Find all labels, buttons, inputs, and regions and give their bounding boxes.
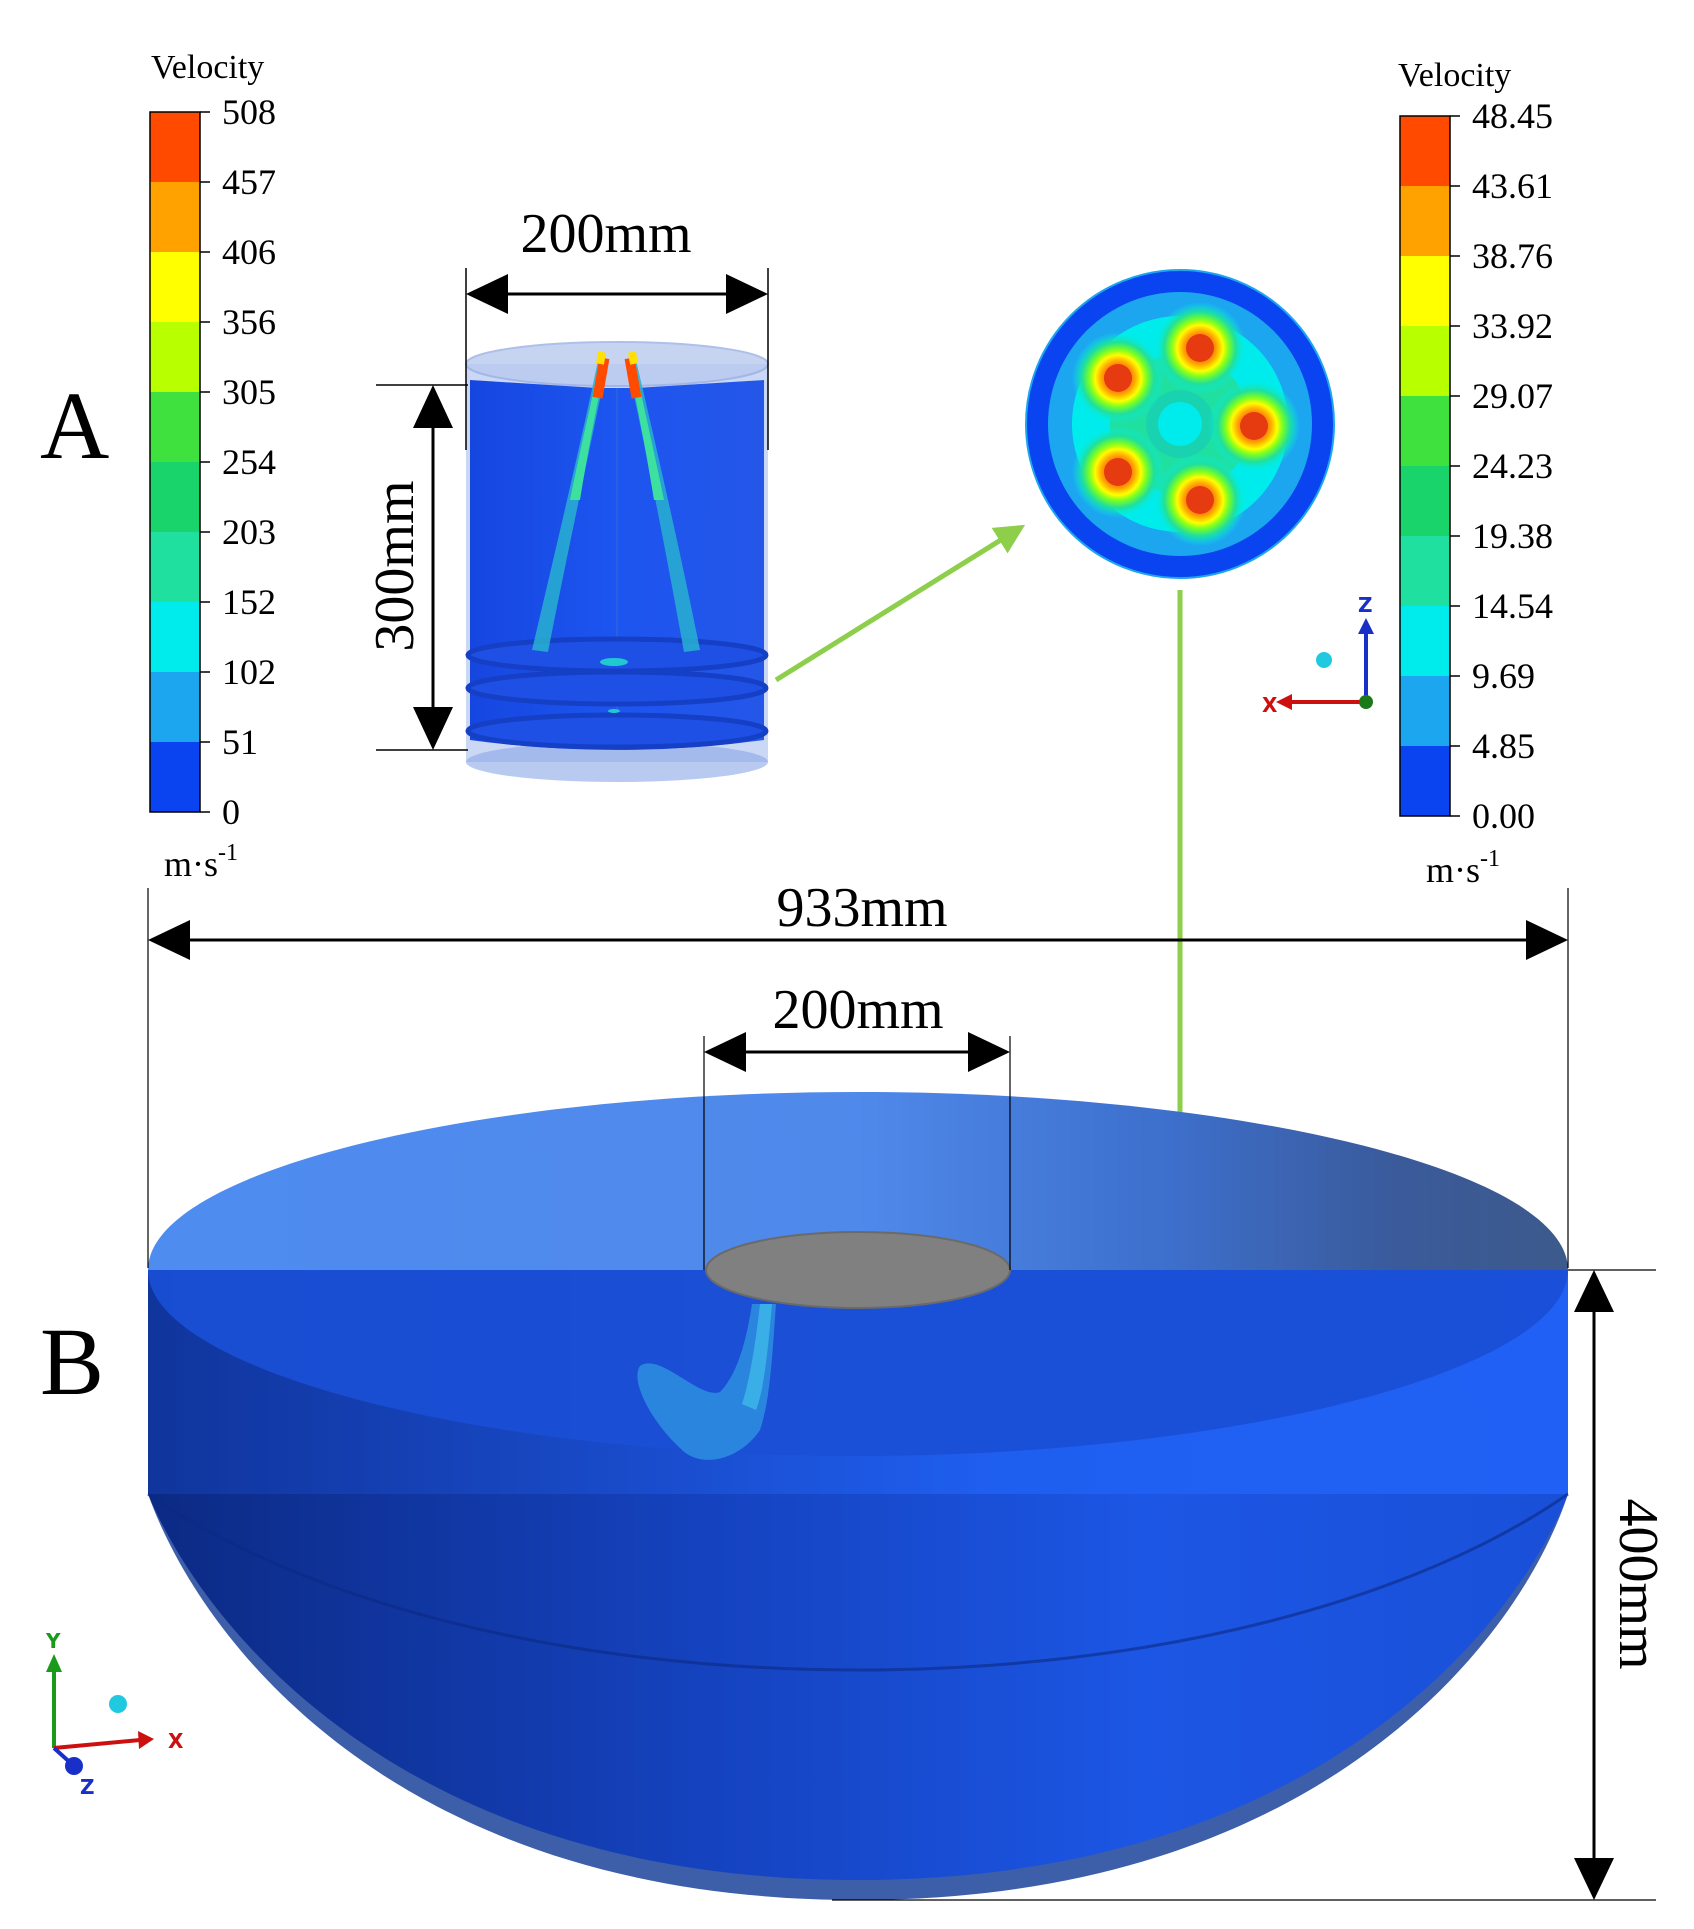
colorbar-tick-label: 19.38 [1472, 516, 1553, 556]
colorbar-segment [1400, 746, 1450, 816]
panel-label-a: A [40, 372, 109, 479]
colorbar-segment [1400, 186, 1450, 256]
colorbar-tick-label: 51 [222, 722, 258, 762]
colorbar-segment [150, 602, 200, 672]
axis-b-z-label: Z [80, 1775, 95, 1799]
legend-left-colorbar [149, 111, 201, 813]
colorbar-segment [1400, 116, 1450, 186]
colorbar-segment [150, 742, 200, 812]
legend-right-unit: m·s-1 [1426, 846, 1500, 890]
axis-b-x-label: X [168, 1729, 184, 1753]
colorbar-tick-label: 254 [222, 442, 276, 482]
colorbar-segment [150, 322, 200, 392]
colorbar-tick-label: 0 [222, 792, 240, 832]
dimension-tank-height: 400mm [832, 1269, 1669, 1901]
colorbar-segment [1400, 256, 1450, 326]
axis-a-x-label: X [1262, 693, 1278, 717]
colorbar-segment [1400, 606, 1450, 676]
colorbar-tick-label: 0.00 [1472, 796, 1535, 836]
colorbar-tick-label: 203 [222, 512, 276, 552]
colorbar-tick-label: 4.85 [1472, 726, 1535, 766]
axis-b-y-label: Y [45, 1629, 61, 1653]
connector-cylinder-to-disc [774, 524, 1026, 683]
colorbar-tick-label: 406 [222, 232, 276, 272]
colorbar-segment [150, 672, 200, 742]
axis-triad-a: X Z [1262, 593, 1374, 717]
colorbar-segment [150, 252, 200, 322]
colorbar-segment [150, 182, 200, 252]
colorbar-tick-label: 305 [222, 372, 276, 412]
legend-left-ticks: 508 457 406 356 305 254 203 152 102 51 0 [200, 92, 276, 832]
colorbar-tick-label: 508 [222, 92, 276, 132]
colorbar-segment [1400, 536, 1450, 606]
colorbar-tick-label: 356 [222, 302, 276, 342]
colorbar-tick-label: 102 [222, 652, 276, 692]
label-tank-height: 400mm [1607, 1498, 1669, 1669]
legend-right-colorbar [1399, 115, 1451, 817]
legend-left: Velocity 508457406356305254203152102510 … [149, 49, 276, 884]
colorbar-segment [1400, 466, 1450, 536]
colorbar-segment [150, 392, 200, 462]
colorbar-segment [1400, 326, 1450, 396]
colorbar-segment [1400, 396, 1450, 466]
colorbar-tick-label: 457 [222, 162, 276, 202]
colorbar-tick-label: 9.69 [1472, 656, 1535, 696]
legend-right-ticks: 48.45 43.61 38.76 33.92 29.07 24.23 19.38 14.54… [1450, 96, 1553, 836]
colorbar-tick-label: 43.61 [1472, 166, 1553, 206]
label-cylinder-height: 300mm [364, 480, 426, 651]
dimension-inlet-width: 200mm [703, 979, 1011, 1270]
legend-right: Velocity 48.45 43.61 38.76 33.92 29.07 24.23 1… [1398, 57, 1553, 890]
label-cylinder-width: 200mm [520, 203, 691, 265]
colorbar-tick-label: 29.07 [1472, 376, 1553, 416]
colorbar-tick-label: 33.92 [1472, 306, 1553, 346]
label-tank-width: 933mm [776, 877, 947, 939]
colorbar-tick-label: 24.23 [1472, 446, 1553, 486]
colorbar-segment [150, 112, 200, 182]
axis-a-z-label: Z [1358, 593, 1373, 617]
colorbar-tick-label: 14.54 [1472, 586, 1553, 626]
dimension-tank-width: 933mm [147, 877, 1569, 1268]
colorbar-tick-label: 38.76 [1472, 236, 1553, 276]
colorbar-segment [150, 532, 200, 602]
colorbar-segment [150, 462, 200, 532]
colorbar-tick-label: 152 [222, 582, 276, 622]
dimension-cylinder-height: 300mm [364, 384, 468, 751]
colorbar-tick-label: 48.45 [1472, 96, 1553, 136]
legend-left-title: Velocity [151, 49, 264, 86]
label-inlet-width: 200mm [772, 979, 943, 1041]
tank-model [147, 1092, 1569, 1900]
cross-section-disc [1025, 269, 1335, 579]
legend-right-title: Velocity [1398, 57, 1511, 94]
axis-triad-b: Y X Z [45, 1629, 184, 1799]
dimension-cylinder-width: 200mm [465, 203, 769, 450]
legend-left-unit: m·s-1 [164, 840, 238, 884]
panel-label-b: B [40, 1308, 104, 1415]
colorbar-segment [1400, 676, 1450, 746]
cylinder-model [465, 341, 769, 782]
